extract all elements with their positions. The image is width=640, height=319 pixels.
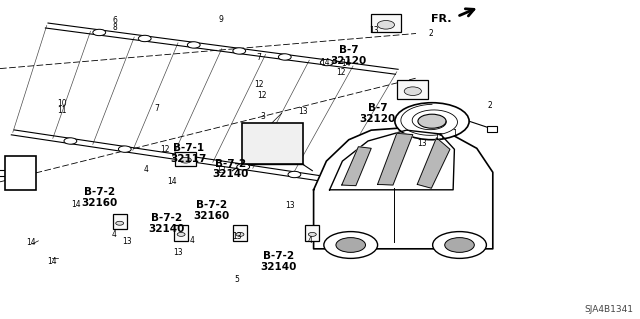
Circle shape [404, 87, 421, 95]
Bar [174, 225, 188, 241]
Circle shape [64, 138, 77, 144]
Text: 10: 10 [57, 99, 67, 108]
Text: B-7-2
32160: B-7-2 32160 [81, 187, 117, 208]
Bar [175, 152, 196, 166]
Text: B-7
32120: B-7 32120 [360, 103, 396, 124]
Text: 13: 13 [417, 139, 428, 148]
Text: 1: 1 [452, 130, 457, 138]
Text: 14: 14 [47, 257, 58, 266]
Text: 4: 4 [143, 165, 148, 174]
Circle shape [233, 48, 246, 54]
Bar [233, 225, 247, 241]
Bar [487, 126, 497, 132]
Circle shape [445, 238, 474, 252]
Text: 2: 2 [487, 101, 492, 110]
Circle shape [418, 114, 446, 128]
Polygon shape [378, 133, 413, 185]
Circle shape [324, 232, 378, 258]
Text: 4: 4 [308, 236, 313, 245]
Bar [397, 80, 428, 99]
Text: 14: 14 [166, 177, 177, 186]
Circle shape [182, 155, 195, 162]
Circle shape [288, 171, 301, 178]
Text: 12: 12 [337, 68, 346, 77]
Text: B-7-2
32140: B-7-2 32140 [212, 159, 248, 180]
Circle shape [116, 221, 124, 225]
Circle shape [237, 164, 250, 170]
Text: B-7-2
32160: B-7-2 32160 [193, 200, 229, 221]
Polygon shape [417, 138, 450, 188]
Text: 13: 13 [216, 166, 226, 175]
Polygon shape [342, 147, 371, 186]
Bar [5, 156, 36, 190]
Circle shape [236, 233, 244, 236]
Text: 15: 15 [434, 133, 444, 142]
Circle shape [336, 238, 365, 252]
Text: 13: 13 [298, 107, 308, 115]
Polygon shape [330, 130, 454, 190]
Text: 4: 4 [111, 230, 116, 239]
Text: 12: 12 [255, 80, 264, 89]
Bar [113, 214, 127, 229]
Text: 4: 4 [189, 236, 195, 245]
Circle shape [188, 42, 200, 48]
Circle shape [378, 20, 394, 29]
Circle shape [278, 54, 291, 60]
Text: 5: 5 [234, 275, 239, 284]
Text: 14: 14 [26, 238, 36, 247]
Circle shape [180, 157, 191, 163]
Text: 2: 2 [428, 29, 433, 38]
Circle shape [395, 103, 469, 140]
Text: 13: 13 [285, 201, 295, 210]
Circle shape [308, 233, 316, 236]
Text: B-7-2
32140: B-7-2 32140 [260, 251, 296, 272]
Polygon shape [314, 128, 493, 249]
Circle shape [321, 59, 333, 66]
Text: B-7
32120: B-7 32120 [331, 45, 367, 66]
Circle shape [93, 29, 106, 36]
Circle shape [118, 146, 131, 152]
Text: 7: 7 [257, 53, 262, 62]
Text: B-7-1
32117: B-7-1 32117 [171, 143, 207, 164]
Text: 7: 7 [154, 104, 159, 113]
Text: 13: 13 [369, 26, 380, 35]
Text: 6: 6 [113, 16, 118, 25]
Text: 3: 3 [260, 112, 265, 121]
Text: 13: 13 [232, 232, 242, 241]
Text: 9: 9 [218, 15, 223, 24]
Circle shape [138, 35, 151, 42]
Circle shape [177, 233, 185, 236]
Text: 14: 14 [320, 58, 330, 67]
Text: 12: 12 [258, 91, 267, 100]
Bar [242, 123, 303, 164]
Text: 14: 14 [70, 200, 81, 209]
Text: 14: 14 [340, 59, 351, 68]
Text: 8: 8 [113, 23, 118, 32]
Text: B-7-2
32140: B-7-2 32140 [148, 213, 184, 234]
Text: SJA4B1341: SJA4B1341 [584, 305, 634, 314]
Text: 13: 13 [173, 248, 183, 256]
Bar [371, 14, 401, 32]
Text: 12: 12 [161, 145, 170, 154]
Bar [305, 225, 319, 241]
Circle shape [433, 232, 486, 258]
Text: FR.: FR. [431, 14, 452, 24]
Text: 11: 11 [58, 106, 67, 115]
Text: 13: 13 [122, 237, 132, 246]
